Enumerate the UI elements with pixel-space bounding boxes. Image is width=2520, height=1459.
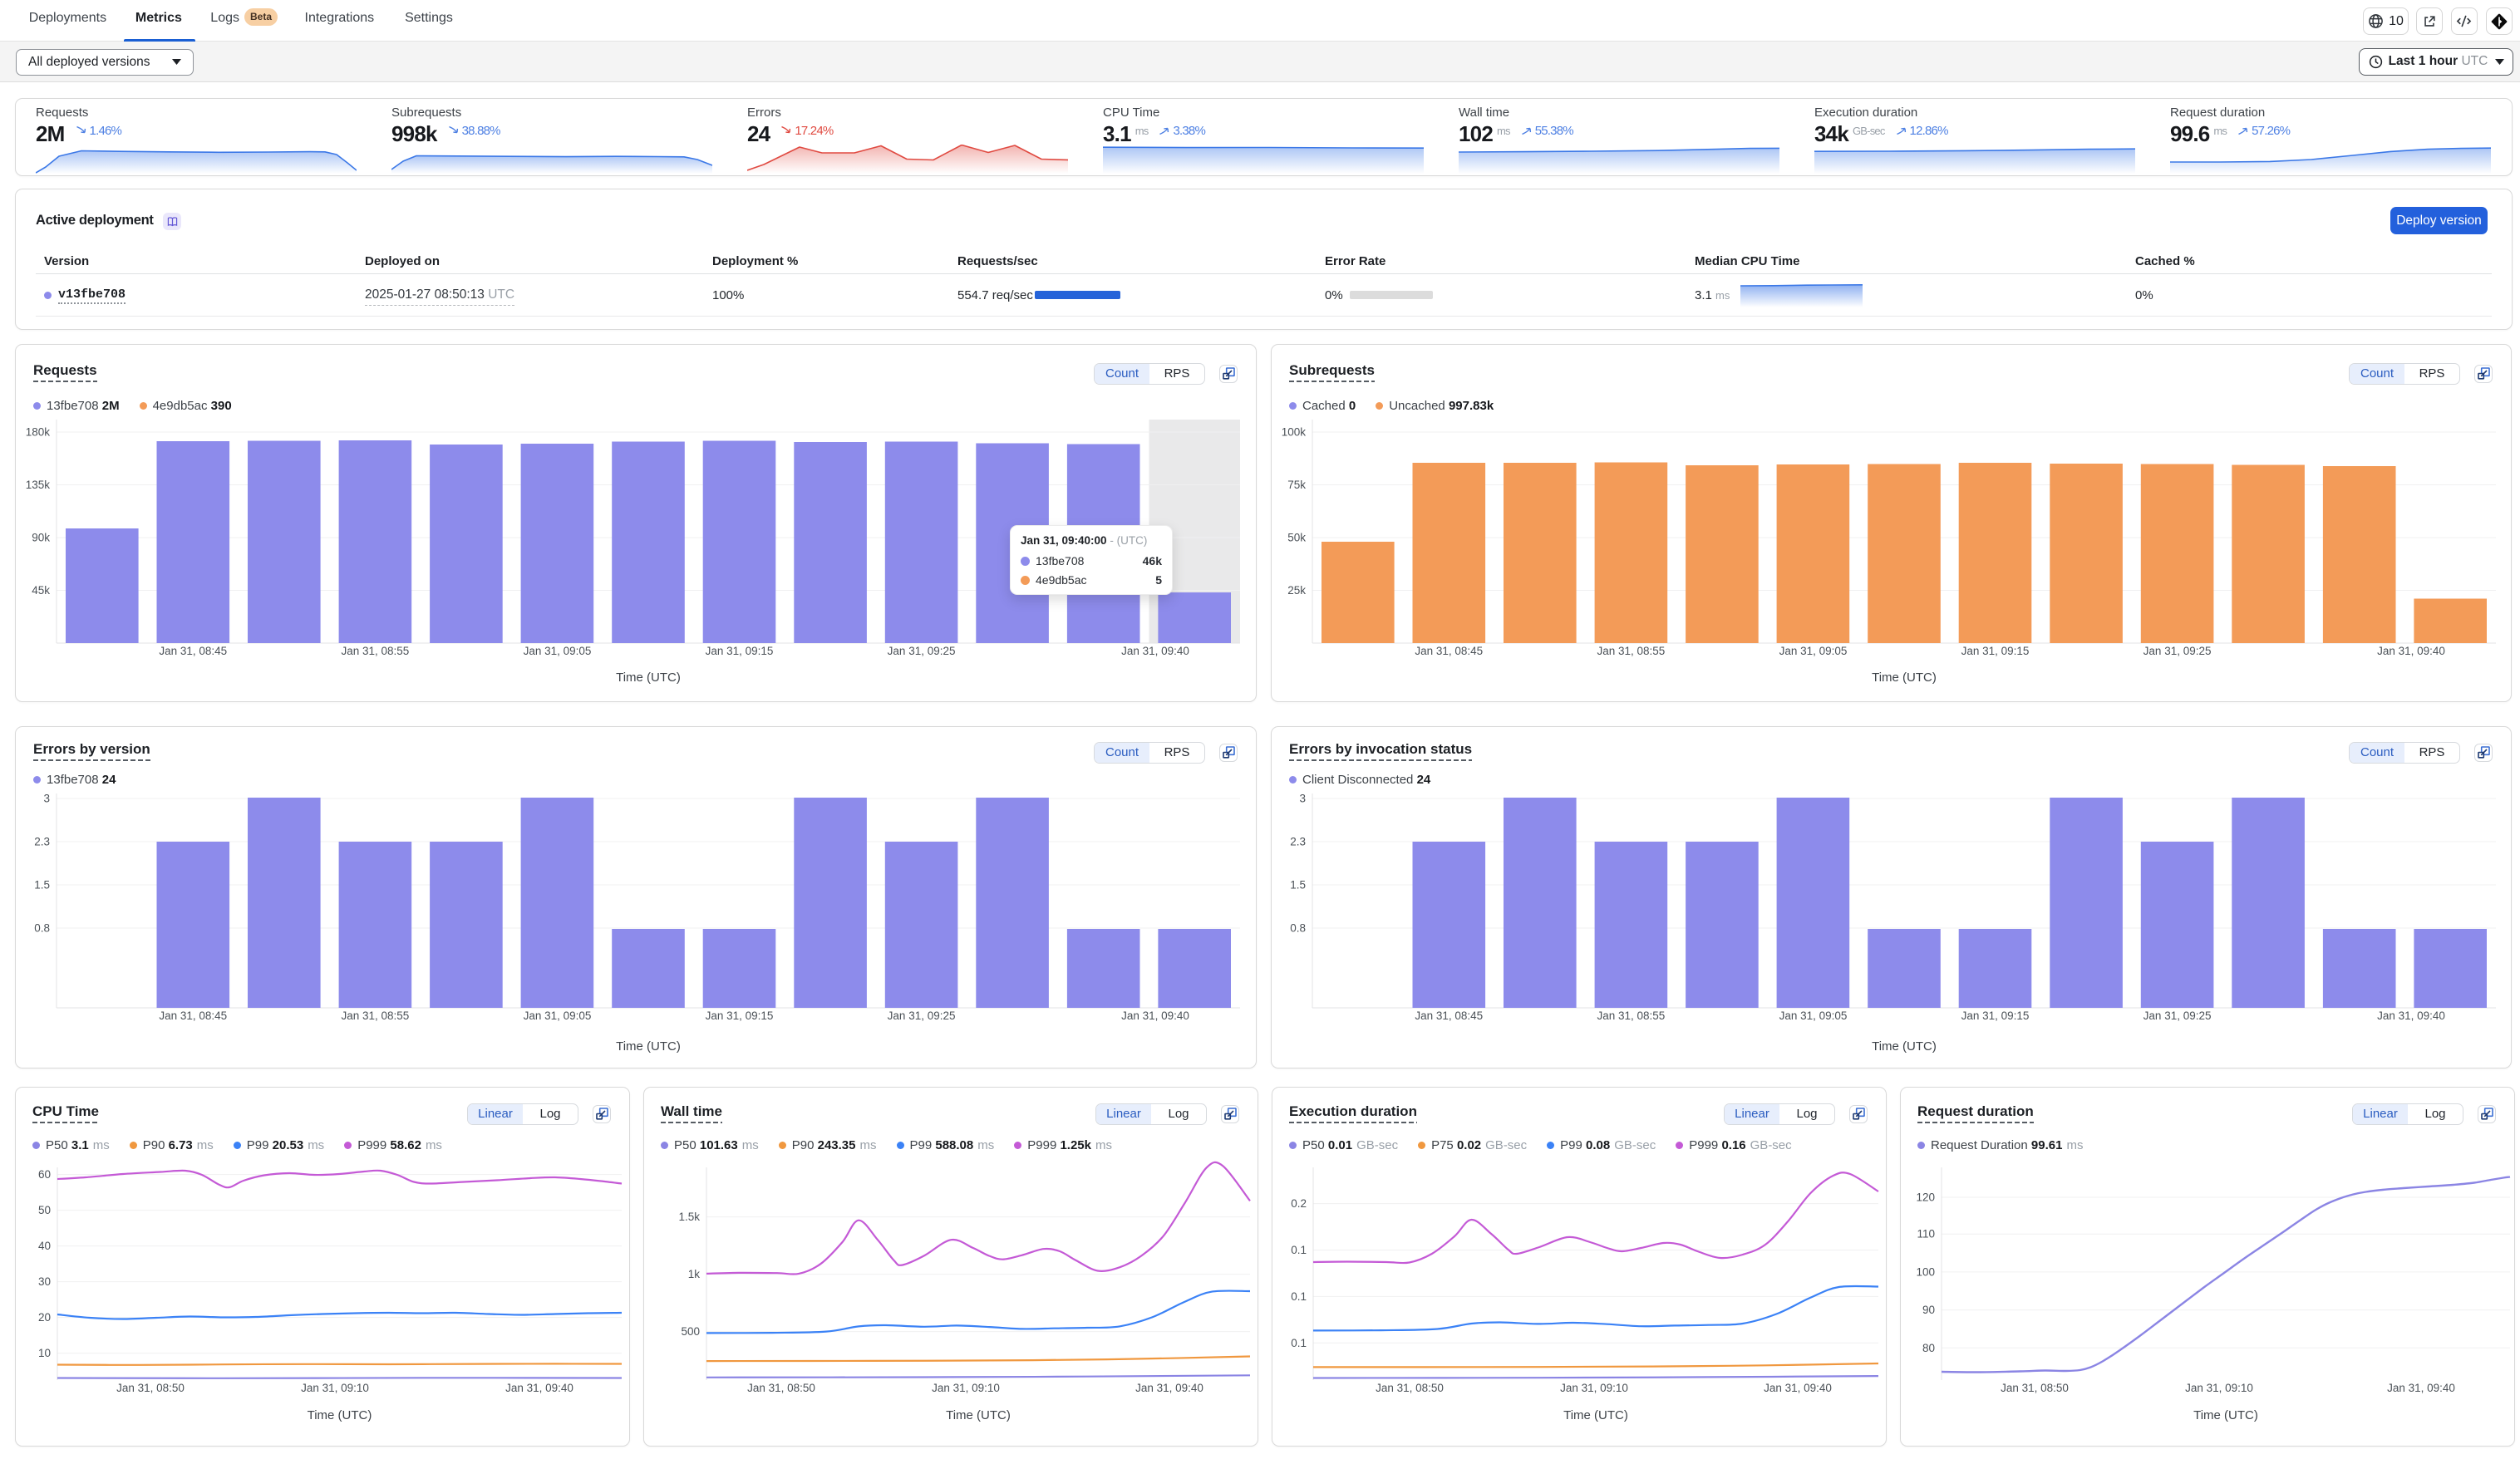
- svg-text:Jan 31, 09:10: Jan 31, 09:10: [932, 1382, 1000, 1394]
- svg-text:30: 30: [38, 1275, 51, 1288]
- svg-text:Jan 31, 09:10: Jan 31, 09:10: [301, 1382, 369, 1394]
- svg-text:50: 50: [38, 1204, 51, 1216]
- svg-text:Jan 31, 09:15: Jan 31, 09:15: [1961, 1010, 2030, 1022]
- svg-text:Jan 31, 09:40: Jan 31, 09:40: [505, 1382, 573, 1394]
- svg-text:135k: 135k: [26, 479, 51, 491]
- svg-text:Jan 31, 08:45: Jan 31, 08:45: [1415, 1010, 1483, 1022]
- svg-text:Jan 31, 09:15: Jan 31, 09:15: [706, 645, 774, 657]
- svg-text:Jan 31, 08:55: Jan 31, 08:55: [341, 1010, 409, 1022]
- svg-text:0.8: 0.8: [34, 922, 50, 935]
- svg-text:Jan 31, 09:05: Jan 31, 09:05: [1779, 1010, 1848, 1022]
- svg-text:Jan 31, 09:05: Jan 31, 09:05: [524, 1010, 592, 1022]
- svg-text:1k: 1k: [688, 1268, 701, 1280]
- svg-text:Jan 31, 09:40: Jan 31, 09:40: [1764, 1382, 1832, 1394]
- svg-text:10: 10: [38, 1347, 51, 1359]
- svg-text:Jan 31, 09:40: Jan 31, 09:40: [2377, 645, 2445, 657]
- svg-text:Jan 31, 08:45: Jan 31, 08:45: [159, 645, 227, 657]
- svg-text:90: 90: [1922, 1304, 1935, 1316]
- svg-text:Jan 31, 09:40: Jan 31, 09:40: [1121, 645, 1189, 657]
- svg-text:80: 80: [1922, 1342, 1935, 1354]
- svg-text:110: 110: [1917, 1228, 1935, 1240]
- svg-text:1.5: 1.5: [34, 879, 50, 892]
- svg-text:Jan 31, 08:55: Jan 31, 08:55: [341, 645, 409, 657]
- svg-text:Time (UTC): Time (UTC): [2193, 1408, 2258, 1422]
- svg-text:Jan 31, 09:15: Jan 31, 09:15: [1961, 645, 2030, 657]
- svg-text:Jan 31, 09:10: Jan 31, 09:10: [1560, 1382, 1628, 1394]
- svg-text:Jan 31, 08:55: Jan 31, 08:55: [1597, 645, 1665, 657]
- svg-text:120: 120: [1916, 1191, 1935, 1204]
- svg-text:Jan 31, 08:45: Jan 31, 08:45: [159, 1010, 227, 1022]
- svg-text:500: 500: [681, 1325, 700, 1338]
- svg-text:3: 3: [1299, 793, 1306, 805]
- svg-text:3: 3: [43, 793, 50, 805]
- svg-text:Jan 31, 08:55: Jan 31, 08:55: [1597, 1010, 1665, 1022]
- svg-text:Time (UTC): Time (UTC): [1872, 1039, 1937, 1054]
- svg-text:40: 40: [38, 1240, 51, 1252]
- svg-text:2.3: 2.3: [34, 836, 50, 848]
- svg-text:Time (UTC): Time (UTC): [616, 671, 681, 685]
- svg-text:100k: 100k: [1282, 426, 1307, 439]
- svg-text:Jan 31, 08:50: Jan 31, 08:50: [116, 1382, 185, 1394]
- svg-text:Time (UTC): Time (UTC): [308, 1408, 372, 1422]
- svg-text:1.5: 1.5: [1290, 879, 1306, 892]
- svg-text:Time (UTC): Time (UTC): [616, 1039, 681, 1054]
- svg-text:Jan 31, 09:10: Jan 31, 09:10: [2185, 1382, 2253, 1394]
- svg-text:Jan 31, 09:25: Jan 31, 09:25: [888, 645, 956, 657]
- svg-text:Jan 31, 09:05: Jan 31, 09:05: [1779, 645, 1848, 657]
- svg-text:1.5k: 1.5k: [678, 1211, 700, 1223]
- svg-text:Jan 31, 08:50: Jan 31, 08:50: [2001, 1382, 2069, 1394]
- svg-text:0.1: 0.1: [1291, 1337, 1307, 1349]
- svg-text:Jan 31, 09:05: Jan 31, 09:05: [524, 645, 592, 657]
- svg-text:Jan 31, 09:25: Jan 31, 09:25: [2143, 645, 2212, 657]
- svg-text:0.1: 0.1: [1291, 1244, 1307, 1256]
- svg-text:Jan 31, 09:40: Jan 31, 09:40: [1135, 1382, 1203, 1394]
- svg-text:180k: 180k: [26, 426, 51, 439]
- svg-text:Jan 31, 09:40: Jan 31, 09:40: [1121, 1010, 1189, 1022]
- svg-text:50k: 50k: [1287, 532, 1306, 544]
- svg-text:90k: 90k: [32, 532, 50, 544]
- svg-text:Time (UTC): Time (UTC): [1563, 1408, 1628, 1422]
- svg-text:45k: 45k: [32, 584, 50, 597]
- svg-text:Jan 31, 09:25: Jan 31, 09:25: [2143, 1010, 2212, 1022]
- svg-text:75k: 75k: [1287, 479, 1306, 491]
- svg-text:100: 100: [1916, 1265, 1935, 1278]
- svg-text:25k: 25k: [1287, 584, 1306, 597]
- svg-text:Jan 31, 08:45: Jan 31, 08:45: [1415, 645, 1483, 657]
- svg-text:2.3: 2.3: [1290, 836, 1306, 848]
- svg-text:Time (UTC): Time (UTC): [1872, 671, 1937, 685]
- svg-text:Jan 31, 09:40: Jan 31, 09:40: [2377, 1010, 2445, 1022]
- svg-text:0.1: 0.1: [1291, 1290, 1307, 1303]
- svg-text:0.2: 0.2: [1291, 1197, 1307, 1210]
- svg-text:Time (UTC): Time (UTC): [946, 1408, 1011, 1422]
- svg-text:Jan 31, 08:50: Jan 31, 08:50: [747, 1382, 815, 1394]
- svg-text:Jan 31, 08:50: Jan 31, 08:50: [1376, 1382, 1444, 1394]
- svg-text:0.8: 0.8: [1290, 922, 1306, 935]
- svg-text:20: 20: [38, 1311, 51, 1324]
- svg-text:Jan 31, 09:40: Jan 31, 09:40: [2387, 1382, 2455, 1394]
- svg-text:60: 60: [38, 1168, 51, 1181]
- svg-text:Jan 31, 09:15: Jan 31, 09:15: [706, 1010, 774, 1022]
- svg-text:Jan 31, 09:25: Jan 31, 09:25: [888, 1010, 956, 1022]
